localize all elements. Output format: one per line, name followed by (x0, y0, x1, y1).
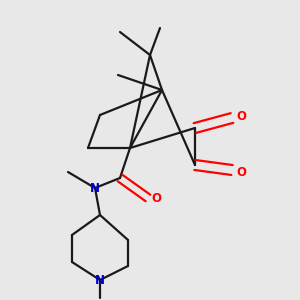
Text: N: N (95, 274, 105, 286)
Text: O: O (151, 191, 161, 205)
Text: N: N (90, 182, 100, 194)
Text: O: O (236, 166, 246, 178)
Text: O: O (236, 110, 246, 122)
